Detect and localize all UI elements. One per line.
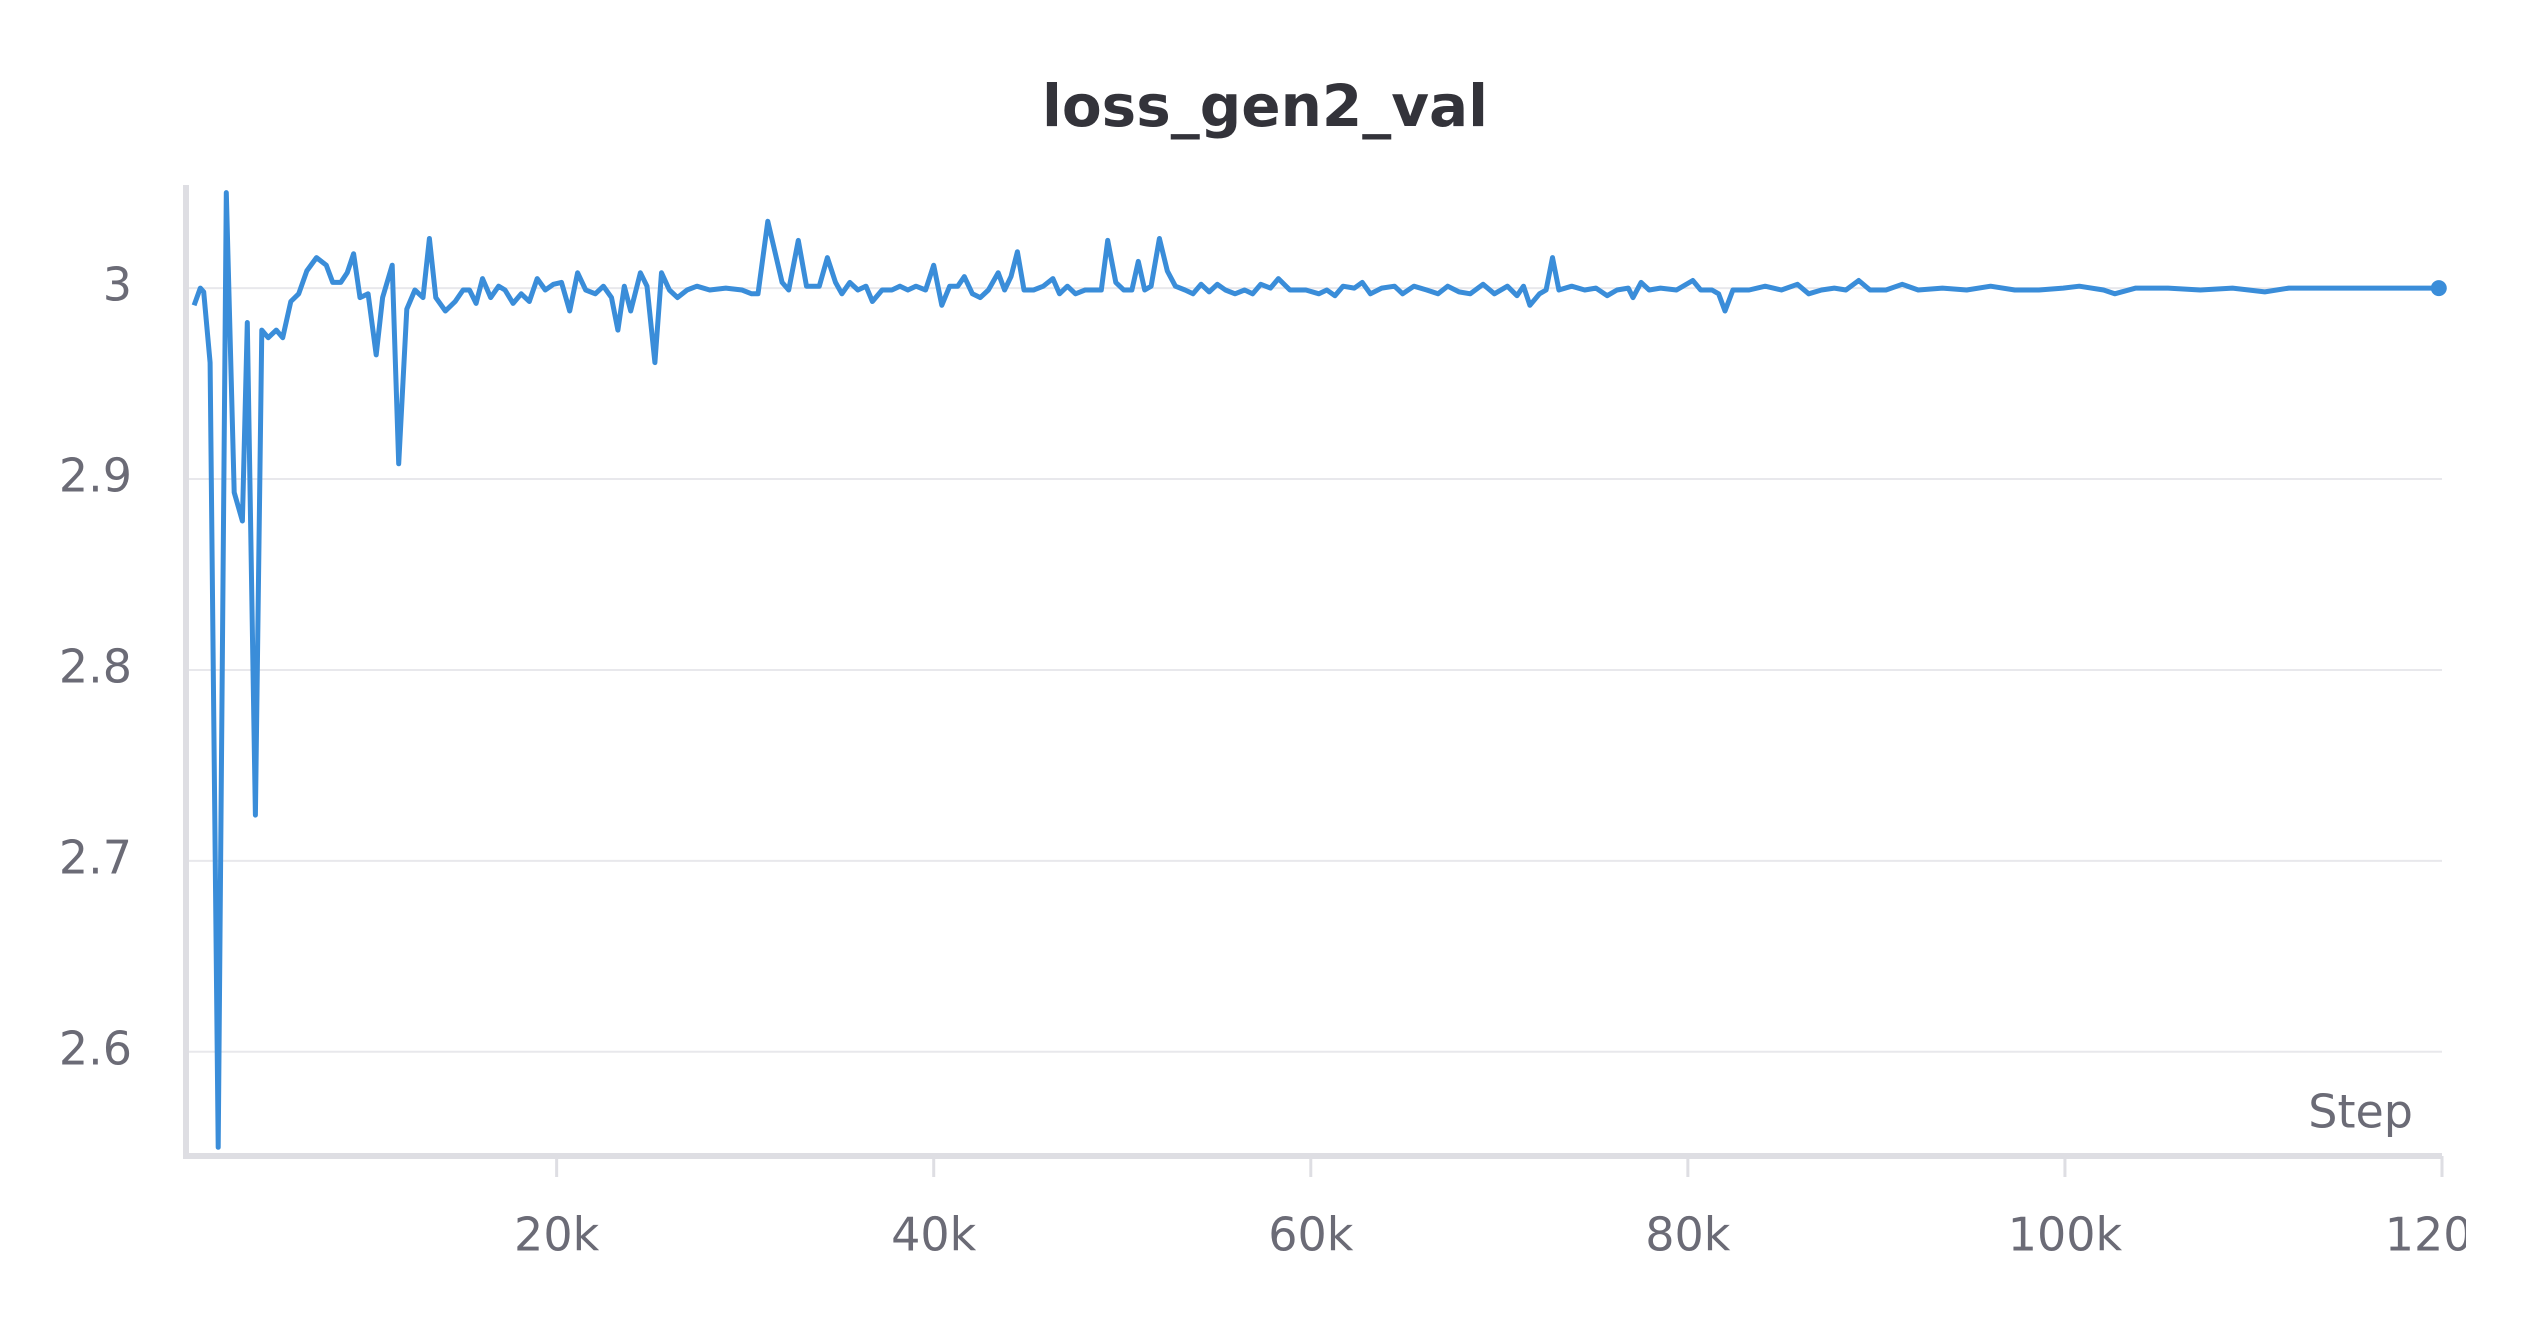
plot-area xyxy=(191,190,2439,1150)
y-tick-label: 2.8 xyxy=(59,639,132,693)
y-tick-label: 3 xyxy=(103,258,132,312)
x-tick-label: 80k xyxy=(1645,1208,1731,1262)
end-point xyxy=(2430,280,2447,297)
x-tick-label: 100k xyxy=(2008,1208,2123,1262)
x-ticks: 20k 40k 60k 80k 100k 120k xyxy=(514,1156,2500,1262)
x-axis-label: Step xyxy=(2308,1085,2413,1139)
y-tick-label: 2.9 xyxy=(59,449,132,503)
chart-title: loss_gen2_val xyxy=(1042,72,1488,140)
x-tick-label: 60k xyxy=(1268,1208,1354,1262)
y-tick-label: 2.7 xyxy=(59,830,132,884)
x-tick-label: 120k xyxy=(2385,1208,2500,1262)
x-tick-label: 40k xyxy=(891,1208,977,1262)
y-tick-label: 2.6 xyxy=(59,1021,132,1075)
x-tick-label: 20k xyxy=(514,1208,600,1262)
data-line xyxy=(191,190,2439,1150)
